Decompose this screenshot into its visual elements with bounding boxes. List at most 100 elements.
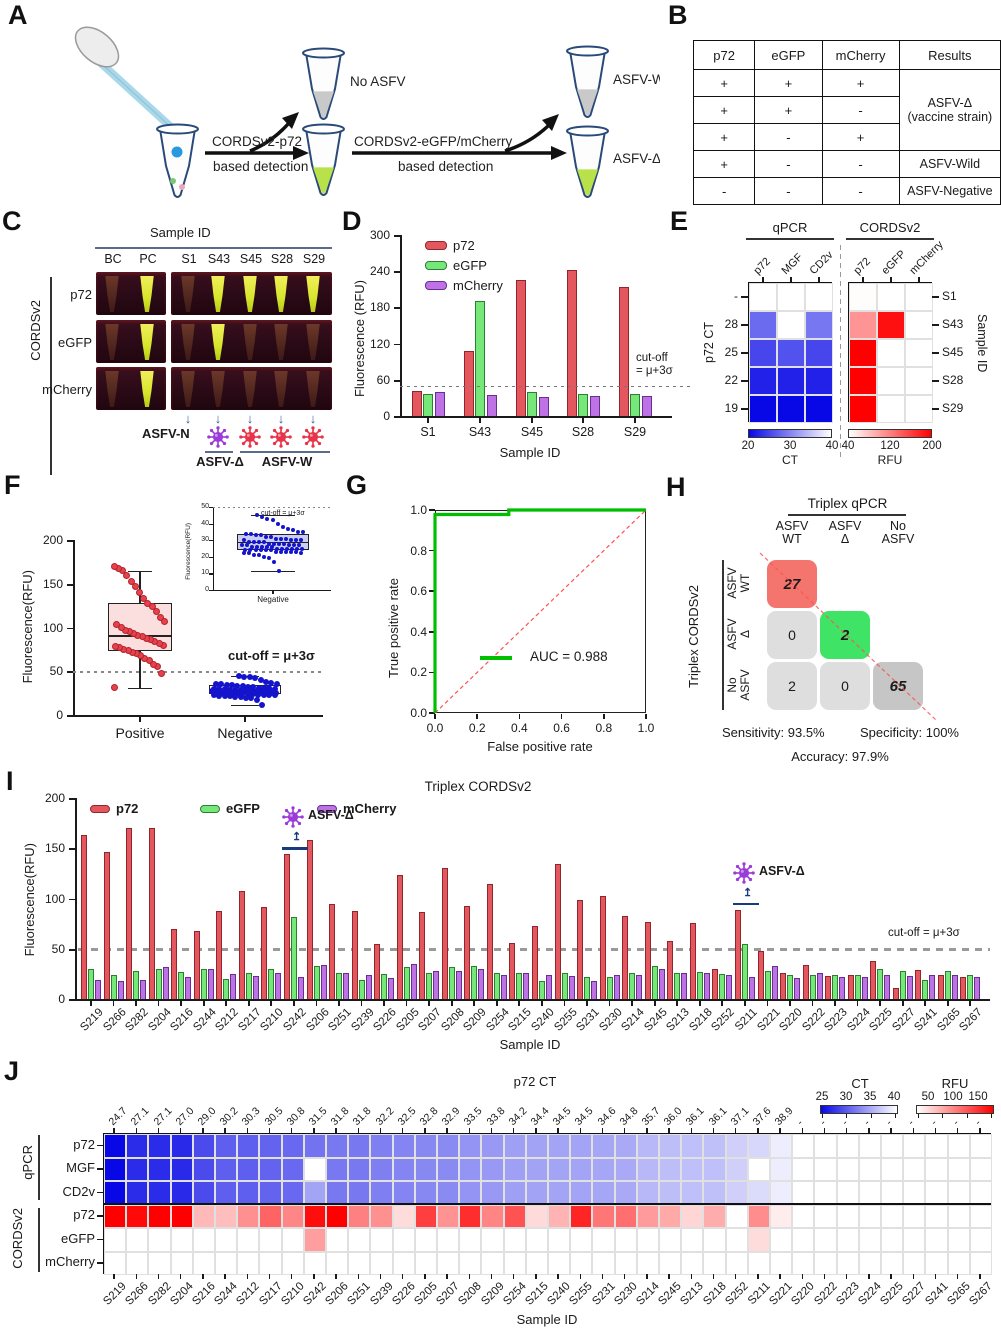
ct-top-label: 34.2 — [506, 1105, 530, 1128]
hm-cell-p72-S282 — [148, 1204, 171, 1228]
bar-eGFP-S267 — [967, 974, 974, 999]
rfu-legend-tick — [942, 1114, 944, 1118]
hm-cell-p72-S204 — [170, 1204, 193, 1228]
bar-mCherry-S45 — [538, 396, 549, 416]
hm-cell-mCherry-S206 — [326, 1251, 349, 1275]
sample-row-tick — [932, 408, 939, 410]
hm-cell-CD2v-S212 — [237, 1181, 260, 1205]
hm-cell-p72-S215 — [525, 1134, 548, 1158]
hm-cell-eGFP-S215 — [525, 1228, 548, 1252]
x-tick — [743, 1001, 746, 1006]
panel-g-roc-curve: 0.0 0.2 0.4 0.6 0.8 1.0 0.0 0.2 0.4 0.6 0.8 1.0 Fals… — [340, 470, 670, 770]
bar-mCherry-S216 — [185, 976, 192, 999]
hm-cell-p72-S214 — [636, 1134, 659, 1158]
x-tick-label: S208 — [439, 1006, 467, 1034]
tube-bright — [211, 324, 225, 360]
bar-eGFP-S210 — [268, 968, 275, 999]
inset-point — [256, 553, 261, 558]
x-tick-label: S252 — [709, 1006, 738, 1034]
neg-point — [218, 681, 225, 688]
bar-eGFP-S242 — [290, 916, 297, 999]
y-tick-label: 0.0 — [410, 706, 427, 720]
pos-point — [131, 582, 139, 590]
ct-top-label: 34.4 — [528, 1105, 552, 1128]
panel-h-confusion-matrix: Triplex qPCR ASFV WT ASFV Δ No ASFV Triplex … — [660, 470, 1001, 770]
top-axis-title: p72 CT — [513, 1074, 557, 1089]
hm-cell-CD2v-S224 — [858, 1181, 881, 1205]
hm-cell-MGF-S254 — [503, 1157, 526, 1181]
panel-label-E: E — [670, 206, 689, 236]
inset-cap-hi — [251, 515, 295, 517]
hm-cell-p72-S222 — [814, 1134, 837, 1158]
down-arrow-icon: ↓ — [277, 411, 285, 426]
hm-cell-p72-S210 — [281, 1204, 304, 1228]
ct-top-label: 30.3 — [239, 1105, 263, 1128]
table-cell: - — [692, 177, 756, 205]
inset-point — [278, 536, 283, 541]
sample-bottom-label: S213 — [678, 1280, 707, 1308]
hm-cell-MGF-S245 — [659, 1157, 682, 1181]
inset-point — [292, 543, 297, 548]
x-axis — [400, 416, 672, 418]
x-tick-label: 0.2 — [468, 721, 486, 735]
roc-curve-line — [433, 508, 646, 713]
x-tick-label: S254 — [484, 1006, 512, 1034]
sample-bottom-label: S218 — [700, 1280, 729, 1308]
table-row: + - + — [692, 123, 1001, 151]
ct-row-label: 19 — [724, 401, 738, 415]
x-axis-title: Sample ID — [499, 445, 561, 460]
x-tick-label: S206 — [303, 1006, 332, 1034]
hm-cell-eGFP-S230 — [614, 1228, 637, 1252]
ct-top-label: 36.1 — [706, 1105, 729, 1128]
hm-cell-eGFP-S282 — [148, 1228, 171, 1252]
sample-bottom-label: S267 — [967, 1280, 995, 1308]
col-bottom-tick — [557, 1274, 559, 1279]
x-tick-label: S215 — [506, 1006, 535, 1034]
x-tick — [653, 1001, 656, 1006]
inset-y-tick-label: 50 — [201, 503, 209, 510]
col-tick — [646, 1128, 648, 1133]
neg-point — [242, 694, 249, 701]
hm-cell-MGF-S206 — [326, 1157, 349, 1181]
col-bottom-tick — [979, 1274, 981, 1279]
sample-bottom-label: S252 — [722, 1280, 751, 1308]
row-label-eGFP: eGFP — [61, 1230, 95, 1246]
inset-point — [246, 539, 251, 544]
x-tick-label: 0.8 — [595, 721, 613, 735]
ct-top-label: 30.2 — [217, 1105, 241, 1128]
hm-cell-MGF-S208 — [459, 1157, 482, 1181]
inset-point — [260, 514, 265, 519]
col-bottom-tick — [135, 1274, 137, 1279]
hm-cell-MGF-S251 — [348, 1157, 371, 1181]
bar-mCherry-S282 — [140, 979, 147, 999]
col-bottom-tick — [846, 1274, 848, 1279]
ct-legend-tick — [870, 1114, 872, 1118]
hm-cell-p72-S219 — [104, 1204, 127, 1228]
col-tick — [934, 1128, 937, 1133]
y-tick — [394, 343, 400, 346]
hm-cell-p72-S208 — [459, 1204, 482, 1228]
specificity-text: Specificity: 100% — [860, 725, 959, 740]
rfu-legend-title: RFU — [941, 1076, 969, 1091]
bar-p72-S245 — [644, 921, 651, 999]
ct-colorbar-tick-label: 20 — [741, 440, 755, 452]
rfu-legend-tick — [966, 1114, 968, 1118]
row-label-CD2v: CD2v — [62, 1183, 95, 1199]
cords-heatmap — [848, 282, 933, 423]
x-tick-label: S267 — [957, 1006, 986, 1034]
hm-cell-eGFP-S213 — [681, 1228, 704, 1252]
y-tick-label: 180 — [369, 300, 390, 315]
col-bottom-tick — [113, 1274, 115, 1279]
neg-point — [223, 682, 230, 689]
bar-mCherry-S265 — [951, 974, 958, 999]
ct-top-label: 29.0 — [195, 1105, 219, 1128]
cords-cell-S28-eGFP — [877, 367, 905, 395]
hm-cell-p72-S227 — [903, 1204, 926, 1228]
ct-top-label: 36.1 — [683, 1105, 707, 1128]
bar-eGFP-S45 — [527, 391, 537, 416]
inset-point — [280, 546, 285, 551]
x-tick-label: S212 — [213, 1006, 242, 1034]
panel-b-results-table: p72 eGFP mCherry Results + + + ASFV-Δ (vaccine … — [660, 0, 1001, 205]
x-tick — [90, 1001, 92, 1006]
pos-point — [148, 603, 156, 610]
